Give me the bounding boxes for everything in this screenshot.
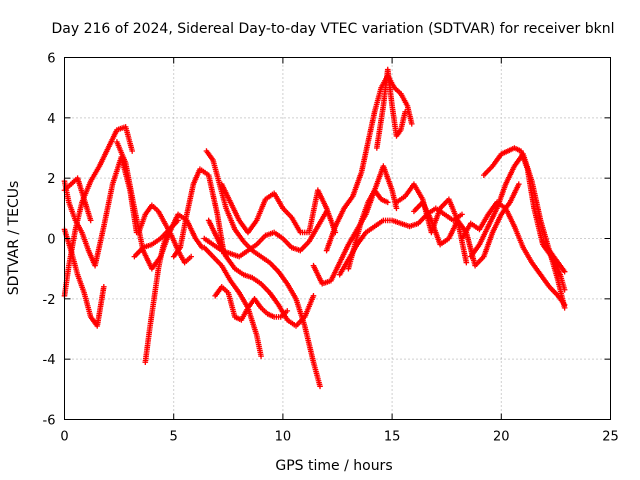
x-tick-label: 5: [170, 430, 178, 445]
data-point: [101, 283, 107, 290]
data-point: [317, 383, 323, 390]
y-tick-label: -6: [43, 414, 56, 429]
data-point: [310, 293, 317, 299]
grid-lines: [64, 57, 611, 420]
x-tick-label: 10: [275, 430, 292, 445]
y-axis-label: SDTVAR / TECUs: [6, 181, 22, 296]
axis-ticks: 0 5 10 15 20 25 -6 -4 -2 0 2 4 6: [43, 52, 619, 445]
data-point: [129, 148, 136, 154]
x-tick-label: 20: [493, 430, 510, 445]
x-axis-label: GPS time / hours: [275, 458, 392, 474]
x-tick-label: 0: [60, 430, 68, 445]
y-tick-label: 6: [47, 52, 55, 67]
data-point: [258, 353, 264, 359]
data-point: [175, 217, 181, 224]
x-tick-label: 15: [384, 430, 401, 445]
x-tick-label: 25: [602, 430, 619, 445]
y-tick-label: 0: [47, 233, 55, 248]
data-point: [463, 259, 470, 266]
data-point: [561, 268, 568, 275]
data-point: [561, 305, 568, 311]
y-tick-label: 2: [47, 172, 55, 187]
y-tick-label: -4: [43, 353, 56, 368]
data-point: [284, 308, 291, 314]
y-tick-label: 4: [47, 112, 55, 127]
data-point: [393, 205, 400, 212]
chart-title: Day 216 of 2024, Sidereal Day-to-day VTE…: [52, 21, 615, 37]
data-point: [384, 199, 391, 206]
data-point: [87, 217, 94, 224]
data-point: [408, 121, 415, 127]
y-tick-label: -2: [43, 293, 56, 308]
data-point: [188, 253, 194, 260]
data-point: [402, 109, 409, 115]
plot-frame: [64, 57, 611, 420]
data-points: [61, 66, 568, 390]
data-point: [459, 211, 465, 218]
data-point: [515, 181, 522, 187]
